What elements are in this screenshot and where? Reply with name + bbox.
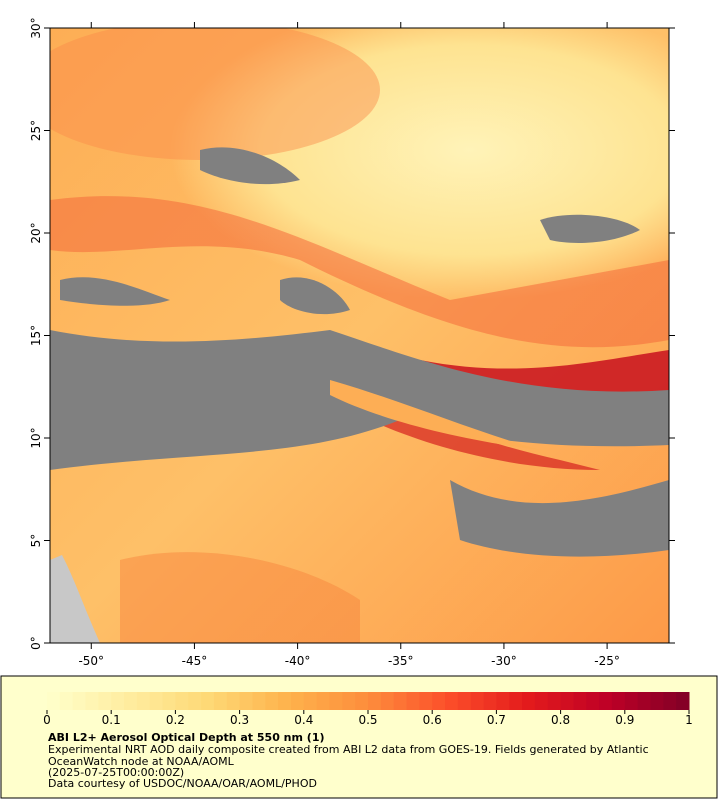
colorbar-swatch <box>368 692 382 710</box>
colorbar-swatch <box>342 692 356 710</box>
colorbar-label: 0 <box>43 713 51 727</box>
colorbar-swatch <box>290 692 305 710</box>
colorbar-label: 0.9 <box>615 713 634 727</box>
colorbar-swatch <box>457 692 472 710</box>
colorbar-label: 0.3 <box>230 713 249 727</box>
colorbar-swatch <box>124 692 138 710</box>
colorbar-label: 0.4 <box>294 713 313 727</box>
colorbar-swatch <box>252 692 266 710</box>
lon-label: -50° <box>78 654 104 668</box>
colorbar-label: 0.6 <box>423 713 442 727</box>
colorbar-swatch <box>355 692 369 710</box>
lat-label: 0° <box>29 636 43 650</box>
colorbar-swatch <box>586 692 600 710</box>
description-1: Experimental NRT AOD daily composite cre… <box>48 743 649 756</box>
colorbar-label: 0.1 <box>102 713 121 727</box>
colorbar-swatch <box>136 692 151 710</box>
colorbar-swatch <box>624 692 639 710</box>
colorbar-swatch <box>380 692 395 710</box>
colorbar-swatch <box>483 692 497 710</box>
colorbar-swatch <box>560 692 574 710</box>
colorbar-swatch <box>509 692 523 710</box>
credit: Data courtesy of USDOC/NOAA/OAR/AOML/PHO… <box>48 777 317 790</box>
colorbar-swatch <box>316 692 330 710</box>
colorbar-label: 0.5 <box>358 713 377 727</box>
colorbar-swatch <box>239 692 253 710</box>
colorbar-swatch <box>98 692 112 710</box>
aod-field <box>50 28 669 643</box>
colorbar-swatch <box>534 692 549 710</box>
colorbar-swatch <box>611 692 626 710</box>
colorbar-swatch <box>111 692 125 710</box>
colorbar-swatch <box>149 692 164 710</box>
description-2: OceanWatch node at NOAA/AOML <box>48 755 235 768</box>
lon-label: -30° <box>491 654 517 668</box>
colorbar-swatch <box>329 692 343 710</box>
colorbar-swatch <box>445 692 459 710</box>
colorbar-swatch <box>303 692 318 710</box>
lat-label: 5° <box>29 534 43 548</box>
colorbar-swatch <box>419 692 433 710</box>
colorbar-swatch <box>393 692 408 710</box>
lon-label: -25° <box>594 654 620 668</box>
colorbar-swatch <box>213 692 228 710</box>
lat-label: 25° <box>29 120 43 141</box>
colorbar-swatch <box>573 692 587 710</box>
lon-label: -40° <box>285 654 311 668</box>
colorbar-swatch <box>226 692 241 710</box>
colorbar-swatch <box>59 692 74 710</box>
colorbar-swatch <box>676 692 690 710</box>
colorbar-label: 0.7 <box>487 713 506 727</box>
colorbar-swatch <box>85 692 99 710</box>
colorbar-swatch <box>201 692 215 710</box>
colorbar-label: 1 <box>685 713 693 727</box>
colorbar-swatch <box>175 692 189 710</box>
lat-label: 20° <box>29 222 43 243</box>
title: ABI L2+ Aerosol Optical Depth at 550 nm … <box>48 731 325 744</box>
colorbar-swatch <box>406 692 420 710</box>
lat-label: 15° <box>29 325 43 346</box>
colorbar-swatch <box>72 692 87 710</box>
lat-label: 30° <box>29 17 43 38</box>
lat-label: 10° <box>29 427 43 448</box>
colorbar-swatch <box>650 692 664 710</box>
lon-label: -45° <box>182 654 208 668</box>
colorbar-swatch <box>637 692 651 710</box>
colorbar-swatch <box>496 692 510 710</box>
colorbar-swatch <box>265 692 279 710</box>
colorbar-swatch <box>599 692 613 710</box>
colorbar-swatch <box>522 692 536 710</box>
time: (2025-07-25T00:00:00Z) <box>48 766 184 779</box>
colorbar-swatch <box>547 692 562 710</box>
colorbar-swatch <box>162 692 176 710</box>
lon-label: -35° <box>388 654 414 668</box>
colorbar-swatch <box>278 692 292 710</box>
colorbar-label: 0.2 <box>166 713 185 727</box>
colorbar-label: 0.8 <box>551 713 570 727</box>
colorbar-swatch <box>663 692 677 710</box>
colorbar-swatch <box>188 692 202 710</box>
colorbar-swatch <box>432 692 446 710</box>
colorbar-swatch <box>47 692 61 710</box>
colorbar-swatch <box>470 692 485 710</box>
